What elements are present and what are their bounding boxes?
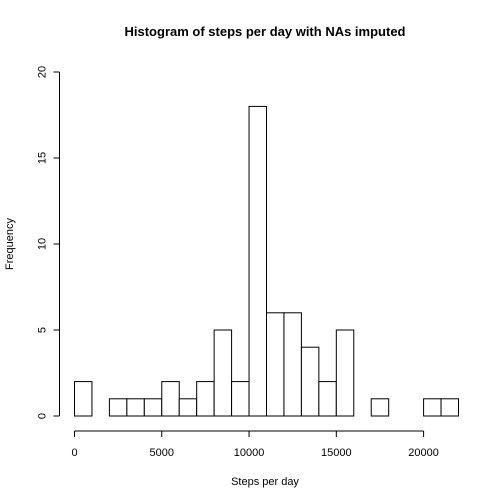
x-tick-label: 0	[71, 447, 77, 459]
histogram-bar	[213, 329, 233, 417]
histogram-bar	[423, 398, 442, 417]
bars-group	[74, 105, 459, 417]
y-axis-label: Frequency	[4, 218, 16, 270]
histogram-bar	[178, 398, 198, 417]
histogram-bar	[161, 381, 180, 417]
y-tick-label: 20	[37, 66, 49, 78]
x-axis-label: Steps per day	[231, 476, 299, 488]
histogram-bar	[248, 105, 268, 417]
x-tick-label: 10000	[234, 447, 265, 459]
histogram-bar	[370, 398, 390, 417]
y-tick-label: 10	[37, 238, 49, 250]
histogram-bar	[126, 398, 145, 417]
y-axis: 0 5 10 15 20	[37, 66, 60, 419]
histogram-bar	[335, 329, 355, 417]
x-axis: 0 5000 10000 15000 20000	[71, 430, 439, 459]
histogram-bar	[300, 346, 320, 417]
histogram-bar	[231, 381, 250, 417]
x-tick-label: 5000	[150, 447, 174, 459]
x-tick-label: 20000	[408, 447, 439, 459]
y-tick-label: 5	[37, 327, 49, 333]
y-tick-label: 15	[37, 152, 49, 164]
histogram-bar	[283, 312, 302, 417]
y-tick-label: 0	[37, 413, 49, 419]
x-tick-label: 15000	[321, 447, 352, 459]
histogram-bar	[318, 381, 337, 417]
chart-title: Histogram of steps per day with NAs impu…	[125, 24, 406, 39]
histogram-bar	[266, 312, 285, 417]
histogram-bar	[196, 381, 215, 417]
histogram-bar	[74, 381, 93, 417]
histogram-bar	[440, 398, 459, 417]
histogram-bar	[143, 398, 163, 417]
histogram-bar	[108, 398, 128, 417]
